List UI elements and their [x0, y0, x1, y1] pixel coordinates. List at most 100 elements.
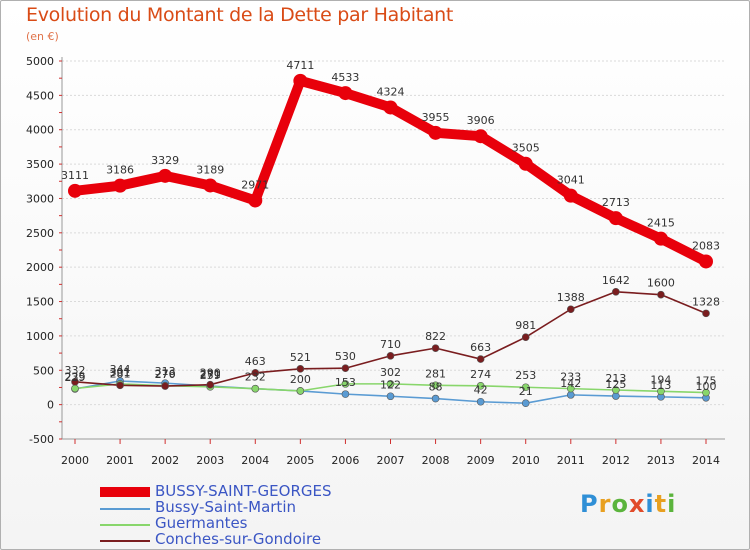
data-label: 3955 [422, 111, 450, 124]
data-label: 3111 [61, 169, 89, 182]
x-tick-label: 2006 [331, 454, 359, 467]
y-tick-label: 2000 [26, 261, 54, 274]
series-point-2 [431, 381, 440, 390]
series-point-1 [566, 391, 575, 399]
data-label: 2083 [692, 239, 720, 252]
series-point-0 [699, 254, 713, 269]
x-tick-label: 2009 [467, 454, 495, 467]
series-point-0 [608, 211, 623, 226]
series-point-0 [158, 168, 173, 183]
x-tick-label: 2012 [602, 454, 630, 467]
data-label: 233 [560, 371, 581, 384]
data-label: 88 [429, 381, 443, 394]
x-tick-label: 2001 [106, 454, 134, 467]
x-tick-label: 2014 [692, 454, 720, 467]
series-point-1 [521, 399, 530, 407]
x-tick-label: 2013 [647, 454, 675, 467]
unit-label: (en €) [26, 30, 59, 43]
data-label: 521 [290, 351, 311, 364]
chart-title: Evolution du Montant de la Dette par Hab… [26, 4, 454, 26]
series-point-2 [521, 383, 530, 392]
x-tick-label: 2007 [377, 454, 405, 467]
data-label: 3186 [106, 164, 134, 177]
series-point-3 [521, 333, 530, 342]
data-label: 3041 [557, 174, 585, 187]
data-label: 274 [470, 368, 491, 381]
series-point-0 [248, 193, 263, 208]
y-tick-label: -500 [29, 433, 54, 446]
data-label: 302 [380, 366, 401, 379]
x-tick-label: 2008 [422, 454, 450, 467]
data-label: 213 [605, 372, 626, 385]
data-label: 232 [245, 371, 266, 384]
series-point-0 [518, 156, 533, 171]
data-label: 3189 [196, 163, 224, 176]
x-tick-label: 2000 [61, 454, 89, 467]
series-point-0 [563, 188, 578, 203]
y-tick-label: 2500 [26, 227, 54, 240]
y-tick-label: 500 [33, 364, 54, 377]
series-point-1 [341, 390, 350, 398]
series-point-3 [341, 364, 350, 373]
series-point-0 [203, 178, 218, 193]
data-label: 1642 [602, 274, 630, 287]
data-label: 2971 [241, 178, 269, 191]
data-label: 281 [110, 367, 131, 380]
data-label: 710 [380, 338, 401, 351]
series-point-3 [386, 352, 395, 360]
data-label: 530 [335, 350, 356, 363]
series-point-3 [612, 287, 620, 296]
data-label: 301 [110, 366, 131, 379]
series-point-1 [476, 397, 485, 406]
series-point-0 [293, 73, 308, 88]
series-point-0 [338, 86, 353, 101]
x-tick-label: 2003 [196, 454, 224, 467]
series-point-1 [386, 392, 395, 401]
data-label: 235 [65, 370, 86, 383]
series-point-2 [476, 382, 485, 390]
series-point-1 [431, 394, 440, 403]
series-point-0 [473, 129, 488, 144]
data-label: 313 [155, 365, 176, 378]
data-label: 3505 [512, 142, 540, 155]
series-point-3 [657, 290, 665, 299]
data-label: 344 [110, 363, 131, 376]
data-label: 125 [605, 378, 626, 391]
data-label: 4324 [377, 85, 405, 98]
proxiti-logo: Proxiti [580, 490, 677, 518]
series-point-0 [383, 100, 398, 115]
data-label: 276 [155, 368, 176, 381]
series-point-2 [251, 384, 260, 393]
series-point-2 [296, 387, 305, 395]
series-point-3 [702, 309, 710, 318]
y-tick-label: 3000 [26, 192, 54, 205]
data-label: 194 [650, 373, 671, 386]
data-label: 153 [335, 376, 356, 389]
data-label: 3329 [151, 154, 179, 167]
legend-swatch [100, 487, 150, 497]
data-label: 2713 [602, 196, 630, 209]
data-label: 270 [155, 368, 176, 381]
data-label: 822 [425, 330, 446, 343]
data-label: 2415 [647, 217, 675, 230]
data-label: 463 [245, 355, 266, 368]
data-label: 113 [650, 379, 671, 392]
y-tick-label: 4000 [26, 124, 54, 137]
series-point-2 [566, 384, 575, 393]
x-tick-label: 2002 [151, 454, 179, 467]
legend-label: Conches-sur-Gondoire [155, 530, 322, 548]
data-label: 281 [425, 367, 446, 380]
series-point-2 [71, 384, 79, 393]
y-tick-label: 0 [47, 399, 54, 412]
legend-swatch [100, 540, 150, 542]
legend-swatch [100, 508, 150, 510]
x-tick-label: 2004 [241, 454, 269, 467]
series-point-3 [161, 382, 169, 390]
data-label: 1328 [692, 295, 720, 308]
series-point-2 [386, 380, 395, 388]
series-point-3 [206, 380, 215, 389]
x-tick-label: 2011 [557, 454, 585, 467]
y-tick-label: 1000 [26, 330, 54, 343]
